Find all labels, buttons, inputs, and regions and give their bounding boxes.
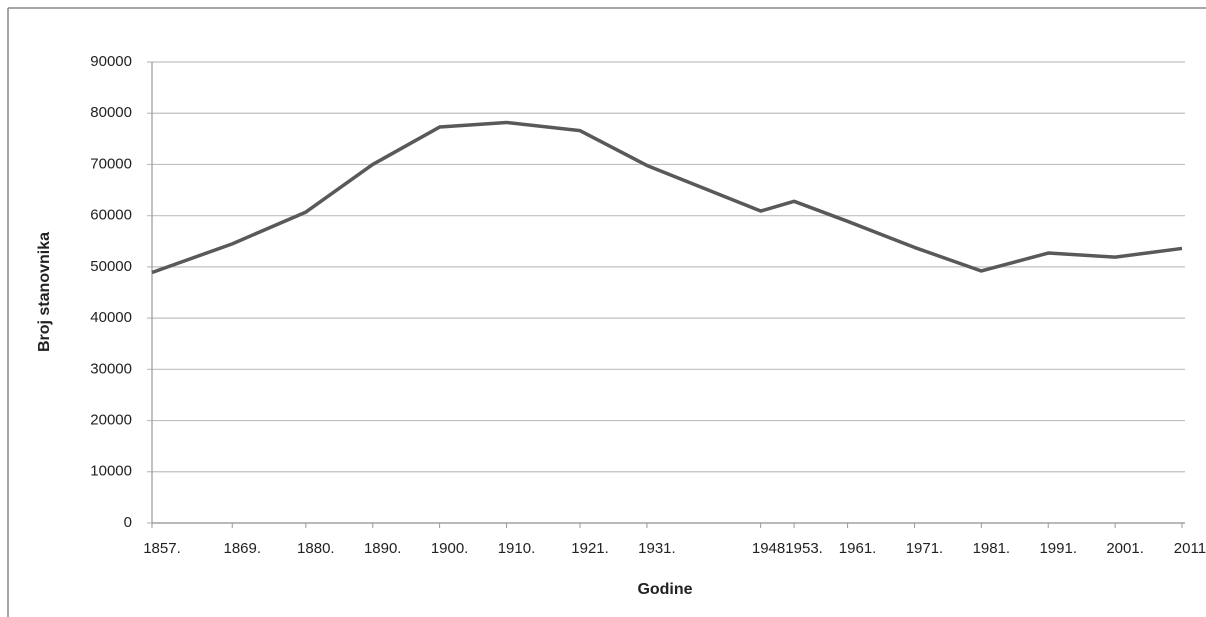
x-tick-label: 1961.	[839, 540, 877, 557]
y-tick-label: 80000	[90, 104, 132, 121]
x-tick-label: 1880.	[297, 540, 335, 557]
y-tick-label: 20000	[90, 412, 132, 429]
y-tick-label: 70000	[90, 155, 132, 172]
x-tick-label: 1900.	[431, 540, 469, 557]
y-axis-title: Broj stanovnika	[36, 232, 53, 352]
y-tick-label: 30000	[90, 360, 132, 377]
x-tick-label: 1869.	[223, 540, 261, 557]
y-tick-label: 90000	[90, 53, 132, 70]
x-axis-title: Godine	[637, 581, 692, 598]
x-tick-label: 1971.	[906, 540, 944, 557]
x-tick-label: 1948.	[752, 540, 790, 557]
x-tick-label: 1953.	[785, 540, 823, 557]
x-tick-label: 1910.	[498, 540, 536, 557]
y-tick-label: 40000	[90, 309, 132, 326]
y-tick-label: 0	[124, 514, 132, 531]
data-line	[151, 120, 1183, 275]
x-tick-label: 1890.	[364, 540, 402, 557]
x-tick-label: 2011.	[1174, 540, 1206, 557]
x-tick-label: 1991.	[1039, 540, 1077, 557]
x-tick-label: 1931.	[638, 540, 676, 557]
x-tick-label: 1921.	[571, 540, 609, 557]
x-tick-label: 1857.	[143, 540, 181, 557]
x-tick-label: 2001.	[1106, 540, 1144, 557]
y-tick-label: 10000	[90, 463, 132, 480]
y-tick-label: 60000	[90, 207, 132, 224]
y-tick-label: 50000	[90, 258, 132, 275]
x-tick-label: 1981.	[973, 540, 1011, 557]
